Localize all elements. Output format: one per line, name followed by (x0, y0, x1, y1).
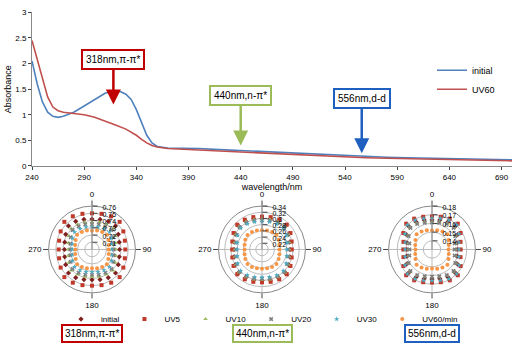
svg-text:0.22: 0.22 (272, 241, 286, 248)
svg-text:540: 540 (338, 173, 352, 182)
svg-text:90: 90 (143, 245, 152, 254)
svg-text:UV20: UV20 (291, 315, 312, 324)
svg-text:2: 2 (22, 59, 27, 68)
svg-text:318nm,π-π*: 318nm,π-π* (86, 54, 140, 65)
svg-text:0.24: 0.24 (272, 235, 286, 242)
svg-text:0.71: 0.71 (102, 240, 116, 247)
svg-text:3: 3 (22, 8, 27, 17)
svg-text:wavelength/nm: wavelength/nm (241, 182, 303, 192)
svg-text:240: 240 (25, 173, 39, 182)
svg-text:UV5: UV5 (164, 315, 180, 324)
svg-text:0.26: 0.26 (272, 228, 286, 235)
svg-text:180: 180 (255, 301, 269, 310)
svg-text:270: 270 (198, 245, 212, 254)
svg-text:0.3: 0.3 (272, 216, 282, 223)
svg-text:UV60: UV60 (472, 85, 495, 95)
svg-text:0.76: 0.76 (102, 204, 116, 211)
svg-text:1.5: 1.5 (15, 85, 27, 94)
svg-text:90: 90 (483, 245, 492, 254)
svg-text:640: 640 (443, 173, 457, 182)
svg-text:690: 690 (495, 173, 509, 182)
svg-text:UV60/min: UV60/min (422, 315, 457, 324)
svg-text:180: 180 (425, 301, 439, 310)
svg-text:0.72: 0.72 (102, 233, 116, 240)
svg-text:440nm,n-π*: 440nm,n-π* (214, 90, 267, 101)
svg-text:90: 90 (313, 245, 322, 254)
svg-text:0.28: 0.28 (272, 222, 286, 229)
svg-text:0: 0 (260, 190, 265, 199)
svg-text:590: 590 (391, 173, 405, 182)
svg-text:270: 270 (368, 245, 382, 254)
svg-text:440: 440 (234, 173, 248, 182)
svg-text:2.5: 2.5 (15, 34, 27, 43)
svg-text:390: 390 (182, 173, 196, 182)
svg-text:0.17: 0.17 (442, 212, 456, 219)
svg-text:0: 0 (90, 190, 95, 199)
svg-text:340: 340 (130, 173, 144, 182)
svg-text:556nm,d-d: 556nm,d-d (338, 93, 386, 104)
svg-text:0.18: 0.18 (442, 204, 456, 211)
svg-text:0.73: 0.73 (102, 225, 116, 232)
svg-text:1: 1 (22, 111, 27, 120)
svg-text:0.16: 0.16 (442, 221, 456, 228)
svg-text:180: 180 (85, 301, 99, 310)
svg-text:0.15: 0.15 (442, 230, 456, 237)
svg-text:0.74: 0.74 (102, 218, 116, 225)
svg-text:Absorbance: Absorbance (3, 65, 13, 113)
svg-text:0.14: 0.14 (442, 238, 456, 245)
svg-text:270: 270 (28, 245, 42, 254)
svg-text:0.34: 0.34 (272, 204, 286, 211)
svg-text:290: 290 (77, 173, 91, 182)
svg-text:UV30: UV30 (357, 315, 378, 324)
svg-text:490: 490 (286, 173, 300, 182)
svg-text:556nm,d-d: 556nm,d-d (408, 328, 456, 339)
svg-text:UV10: UV10 (226, 315, 247, 324)
svg-text:0.32: 0.32 (272, 210, 286, 217)
svg-text:440nm,n-π*: 440nm,n-π* (236, 328, 289, 339)
svg-text:0.5: 0.5 (15, 136, 27, 145)
svg-text:initial: initial (101, 315, 119, 324)
svg-text:0: 0 (22, 162, 27, 171)
svg-text:0.75: 0.75 (102, 211, 116, 218)
svg-text:0: 0 (430, 190, 435, 199)
svg-text:318nm,π-π*: 318nm,π-π* (65, 328, 119, 339)
svg-text:initial: initial (472, 66, 493, 76)
